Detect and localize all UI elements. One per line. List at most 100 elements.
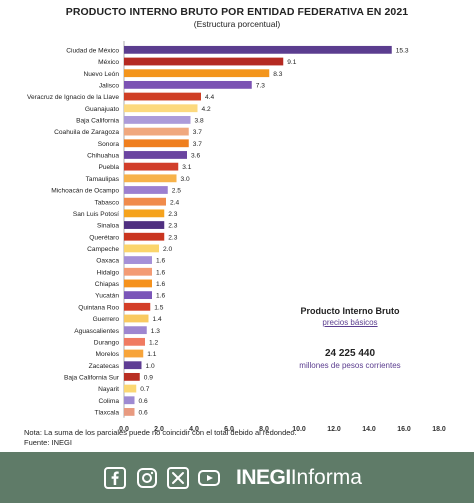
source-note: Fuente: INEGI — [24, 438, 72, 447]
bar — [124, 139, 189, 148]
bar — [124, 232, 165, 241]
value-label: 0.6 — [139, 398, 148, 405]
value-label: 1.2 — [149, 339, 158, 346]
x-tick-label: 0.0 — [119, 426, 129, 433]
brand-bold: INEGI — [236, 466, 291, 489]
x-tick-label: 18.0 — [432, 426, 446, 433]
bar — [124, 244, 159, 253]
bar — [124, 162, 179, 171]
annotation-title: Producto Interno Bruto — [300, 306, 400, 316]
bar-chart: Ciudad de México 15.3 México 9.1 Nuevo León 8… — [27, 41, 446, 433]
value-label: 3.0 — [181, 176, 190, 183]
bar — [124, 302, 151, 311]
category-label: Tabasco — [94, 199, 119, 206]
bar — [124, 57, 284, 66]
annotation-unit: millones de pesos corrientes — [299, 361, 401, 370]
category-label: Sonora — [98, 141, 120, 148]
value-label: 2.4 — [170, 199, 179, 206]
value-label: 7.3 — [256, 82, 265, 89]
x-tick-label: 2.0 — [154, 426, 164, 433]
category-label: México — [98, 59, 119, 66]
bar — [124, 69, 270, 78]
category-label: Ciudad de México — [66, 47, 119, 54]
category-label: Nayarit — [98, 386, 119, 393]
bar — [124, 174, 177, 183]
x-icon[interactable] — [167, 467, 189, 489]
annotation-value: 24 225 440 — [324, 348, 376, 359]
bar — [124, 337, 145, 346]
category-label: Chihuahua — [87, 153, 119, 160]
x-tick-label: 10.0 — [292, 426, 306, 433]
category-label: Baja California Sur — [64, 374, 120, 381]
category-label: Hidalgo — [97, 269, 120, 276]
value-label: 2.3 — [168, 211, 177, 218]
chart-area: PRODUCTO INTERNO BRUTO POR ENTIDAD FEDER… — [24, 6, 446, 447]
value-label: 3.8 — [195, 118, 204, 125]
bar — [124, 209, 165, 218]
bar — [124, 372, 140, 381]
value-label: 9.1 — [287, 59, 296, 66]
value-label: 1.4 — [153, 316, 162, 323]
value-label: 2.0 — [163, 246, 172, 253]
value-label: 1.6 — [156, 281, 165, 288]
category-label: Morelos — [96, 351, 120, 358]
bar — [124, 361, 142, 370]
value-label: 4.4 — [205, 94, 214, 101]
value-label: 1.6 — [156, 258, 165, 265]
value-label: 8.3 — [273, 71, 282, 78]
bar — [124, 45, 392, 54]
bar — [124, 408, 135, 416]
category-label: Guanajuato — [85, 106, 119, 113]
bar — [124, 221, 165, 229]
value-label: 3.1 — [182, 164, 191, 171]
bar — [124, 326, 147, 335]
chart-title: PRODUCTO INTERNO BRUTO POR ENTIDAD FEDER… — [65, 6, 409, 18]
value-label: 2.3 — [168, 223, 177, 230]
category-label: Oaxaca — [96, 258, 119, 265]
bar — [124, 151, 187, 159]
bar — [124, 267, 152, 276]
category-label: Nuevo León — [83, 71, 119, 78]
category-label: Tamaulipas — [86, 176, 120, 183]
bar — [124, 396, 135, 405]
value-label: 1.1 — [147, 351, 156, 358]
youtube-icon[interactable] — [198, 467, 220, 489]
x-tick-label: 8.0 — [259, 426, 269, 433]
value-label: 1.3 — [151, 328, 160, 335]
bar — [124, 256, 152, 264]
category-label: Durango — [94, 339, 120, 346]
bar — [124, 104, 198, 113]
category-label: Guerrero — [93, 316, 120, 323]
category-label: Baja California — [76, 118, 119, 125]
footer-bar: INEGIInforma — [0, 452, 474, 503]
bar — [124, 279, 152, 288]
category-label: Quintana Roo — [78, 304, 119, 311]
value-label: 0.6 — [139, 410, 148, 417]
value-label: 1.6 — [156, 293, 165, 300]
bar — [124, 384, 137, 393]
value-label: 2.3 — [168, 234, 177, 241]
category-label: Michoacán de Ocampo — [51, 188, 119, 195]
facebook-icon[interactable] — [104, 467, 126, 489]
value-label: 1.0 — [146, 363, 155, 370]
category-label: San Luis Potosí — [73, 211, 119, 218]
value-label: 3.7 — [193, 129, 202, 136]
category-label: Veracruz de Ignacio de la Llave — [27, 94, 119, 101]
value-label: 2.5 — [172, 188, 181, 195]
bar — [124, 291, 152, 300]
bar — [124, 314, 149, 323]
bar — [124, 349, 144, 358]
category-label: Querétaro — [89, 234, 119, 241]
value-label: 15.3 — [396, 47, 409, 54]
value-label: 0.9 — [144, 374, 153, 381]
bar — [124, 186, 168, 194]
x-tick-label: 12.0 — [327, 426, 341, 433]
category-label: Sinaloa — [97, 223, 119, 230]
value-label: 1.6 — [156, 269, 165, 276]
value-label: 0.7 — [140, 386, 149, 393]
category-label: Tlaxcala — [94, 410, 119, 417]
value-label: 3.7 — [193, 141, 202, 148]
bar — [124, 116, 191, 124]
instagram-icon[interactable] — [136, 467, 158, 489]
category-label: Yucatán — [95, 293, 119, 300]
